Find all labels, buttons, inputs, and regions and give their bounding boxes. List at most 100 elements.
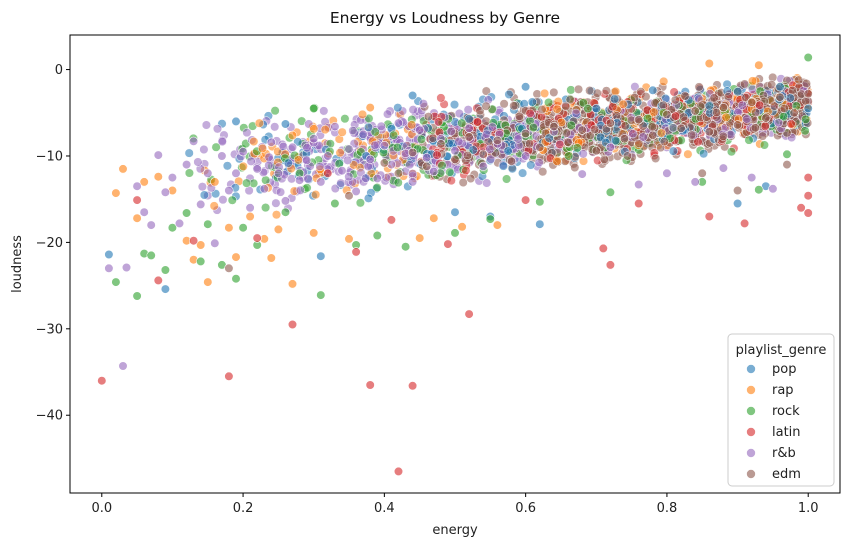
cloud-point [238, 161, 248, 171]
cloud-point [544, 97, 554, 108]
cloud-point [733, 87, 743, 97]
data-point-r&b [160, 187, 170, 197]
x-tick-label: 1.0 [798, 501, 819, 516]
data-point-rap [365, 102, 375, 113]
cloud-point [309, 124, 319, 134]
cloud-point [585, 86, 595, 96]
cloud-point [693, 137, 703, 147]
cloud-point [432, 150, 442, 160]
data-point-r&b [747, 173, 757, 183]
cloud-point [446, 176, 456, 186]
legend-marker [746, 406, 756, 416]
cloud-point [335, 148, 345, 158]
cloud-point [726, 147, 737, 157]
data-point-pop [316, 251, 326, 261]
x-axis: 0.0 0.2 0.4 0.6 0.8 1.0 [91, 493, 819, 516]
cloud-point [564, 151, 574, 161]
y-tick-label: −10 [36, 149, 63, 164]
data-point-edm [591, 146, 601, 156]
data-point-edm [436, 139, 446, 149]
data-point-rock [238, 223, 248, 233]
data-point-latin [605, 260, 616, 270]
data-point-rock [450, 228, 460, 238]
cloud-point [311, 190, 321, 200]
legend-label: r&b [772, 446, 796, 461]
cloud-point [630, 82, 640, 92]
data-point-rap [273, 224, 284, 234]
cloud-point [249, 136, 259, 147]
data-point-r&b [167, 173, 177, 183]
cloud-point [668, 146, 678, 156]
data-point-edm [224, 263, 234, 273]
cloud-point [271, 210, 282, 220]
cloud-point [370, 140, 380, 150]
data-point-latin [153, 275, 163, 286]
data-point-rap [111, 188, 121, 198]
cloud-point [704, 101, 714, 111]
cloud-point [712, 107, 722, 118]
cloud-point [601, 86, 611, 96]
cloud-point [408, 105, 418, 115]
data-point-rap [415, 233, 425, 243]
data-points [97, 52, 813, 477]
cloud-point [622, 151, 633, 161]
legend-title: playlist_genre [736, 343, 827, 358]
cloud-point [504, 89, 514, 99]
cloud-point [407, 120, 417, 130]
data-point-pop [648, 85, 658, 95]
cloud-point [583, 104, 593, 114]
data-point-latin [393, 466, 404, 477]
cloud-point [671, 111, 681, 121]
cloud-point [514, 111, 525, 121]
cloud-point [295, 185, 305, 195]
cloud-point [218, 195, 228, 205]
data-point-latin [803, 191, 813, 201]
data-point-r&b [238, 147, 248, 157]
data-point-r&b [365, 154, 375, 164]
data-point-edm [761, 113, 771, 123]
cloud-point [227, 195, 237, 205]
data-point-r&b [196, 199, 206, 209]
data-point-rap [139, 177, 149, 187]
cloud-point [694, 82, 704, 92]
cloud-point [330, 183, 340, 194]
data-point-rock [280, 207, 291, 217]
data-point-rap [210, 177, 220, 187]
data-point-rap [704, 58, 714, 69]
legend-label: rap [772, 383, 794, 398]
cloud-point [499, 99, 509, 109]
data-point-r&b [280, 196, 291, 206]
data-point-edm [747, 97, 757, 107]
cloud-point [446, 126, 456, 136]
cloud-point [680, 91, 690, 101]
cloud-point [503, 146, 513, 156]
cloud-point [436, 93, 446, 103]
legend-marker [746, 469, 756, 479]
cloud-point [348, 126, 358, 136]
legend: playlist_genre pop rap rock latin r&b edm [727, 333, 835, 487]
cloud-point [270, 122, 280, 132]
data-point-pop [732, 198, 743, 209]
cloud-point [278, 141, 288, 152]
data-point-r&b [316, 177, 326, 187]
data-point-rock [401, 242, 411, 252]
data-point-edm [577, 125, 587, 135]
cloud-point [481, 86, 491, 96]
cloud-point [457, 118, 467, 128]
y-tick-label: 0 [55, 63, 63, 78]
data-point-r&b [132, 181, 142, 191]
cloud-point [750, 123, 760, 133]
cloud-point [355, 198, 365, 208]
cloud-point [751, 108, 761, 118]
cloud-point [786, 119, 796, 129]
data-point-r&b [330, 121, 340, 132]
cloud-point [544, 133, 554, 143]
data-point-r&b [189, 136, 199, 146]
cloud-point [184, 168, 194, 178]
cloud-point [592, 88, 602, 98]
cloud-point [744, 135, 754, 145]
cloud-point [742, 114, 752, 124]
cloud-point [618, 99, 628, 109]
cloud-point [528, 122, 538, 133]
data-point-rap [153, 172, 163, 182]
